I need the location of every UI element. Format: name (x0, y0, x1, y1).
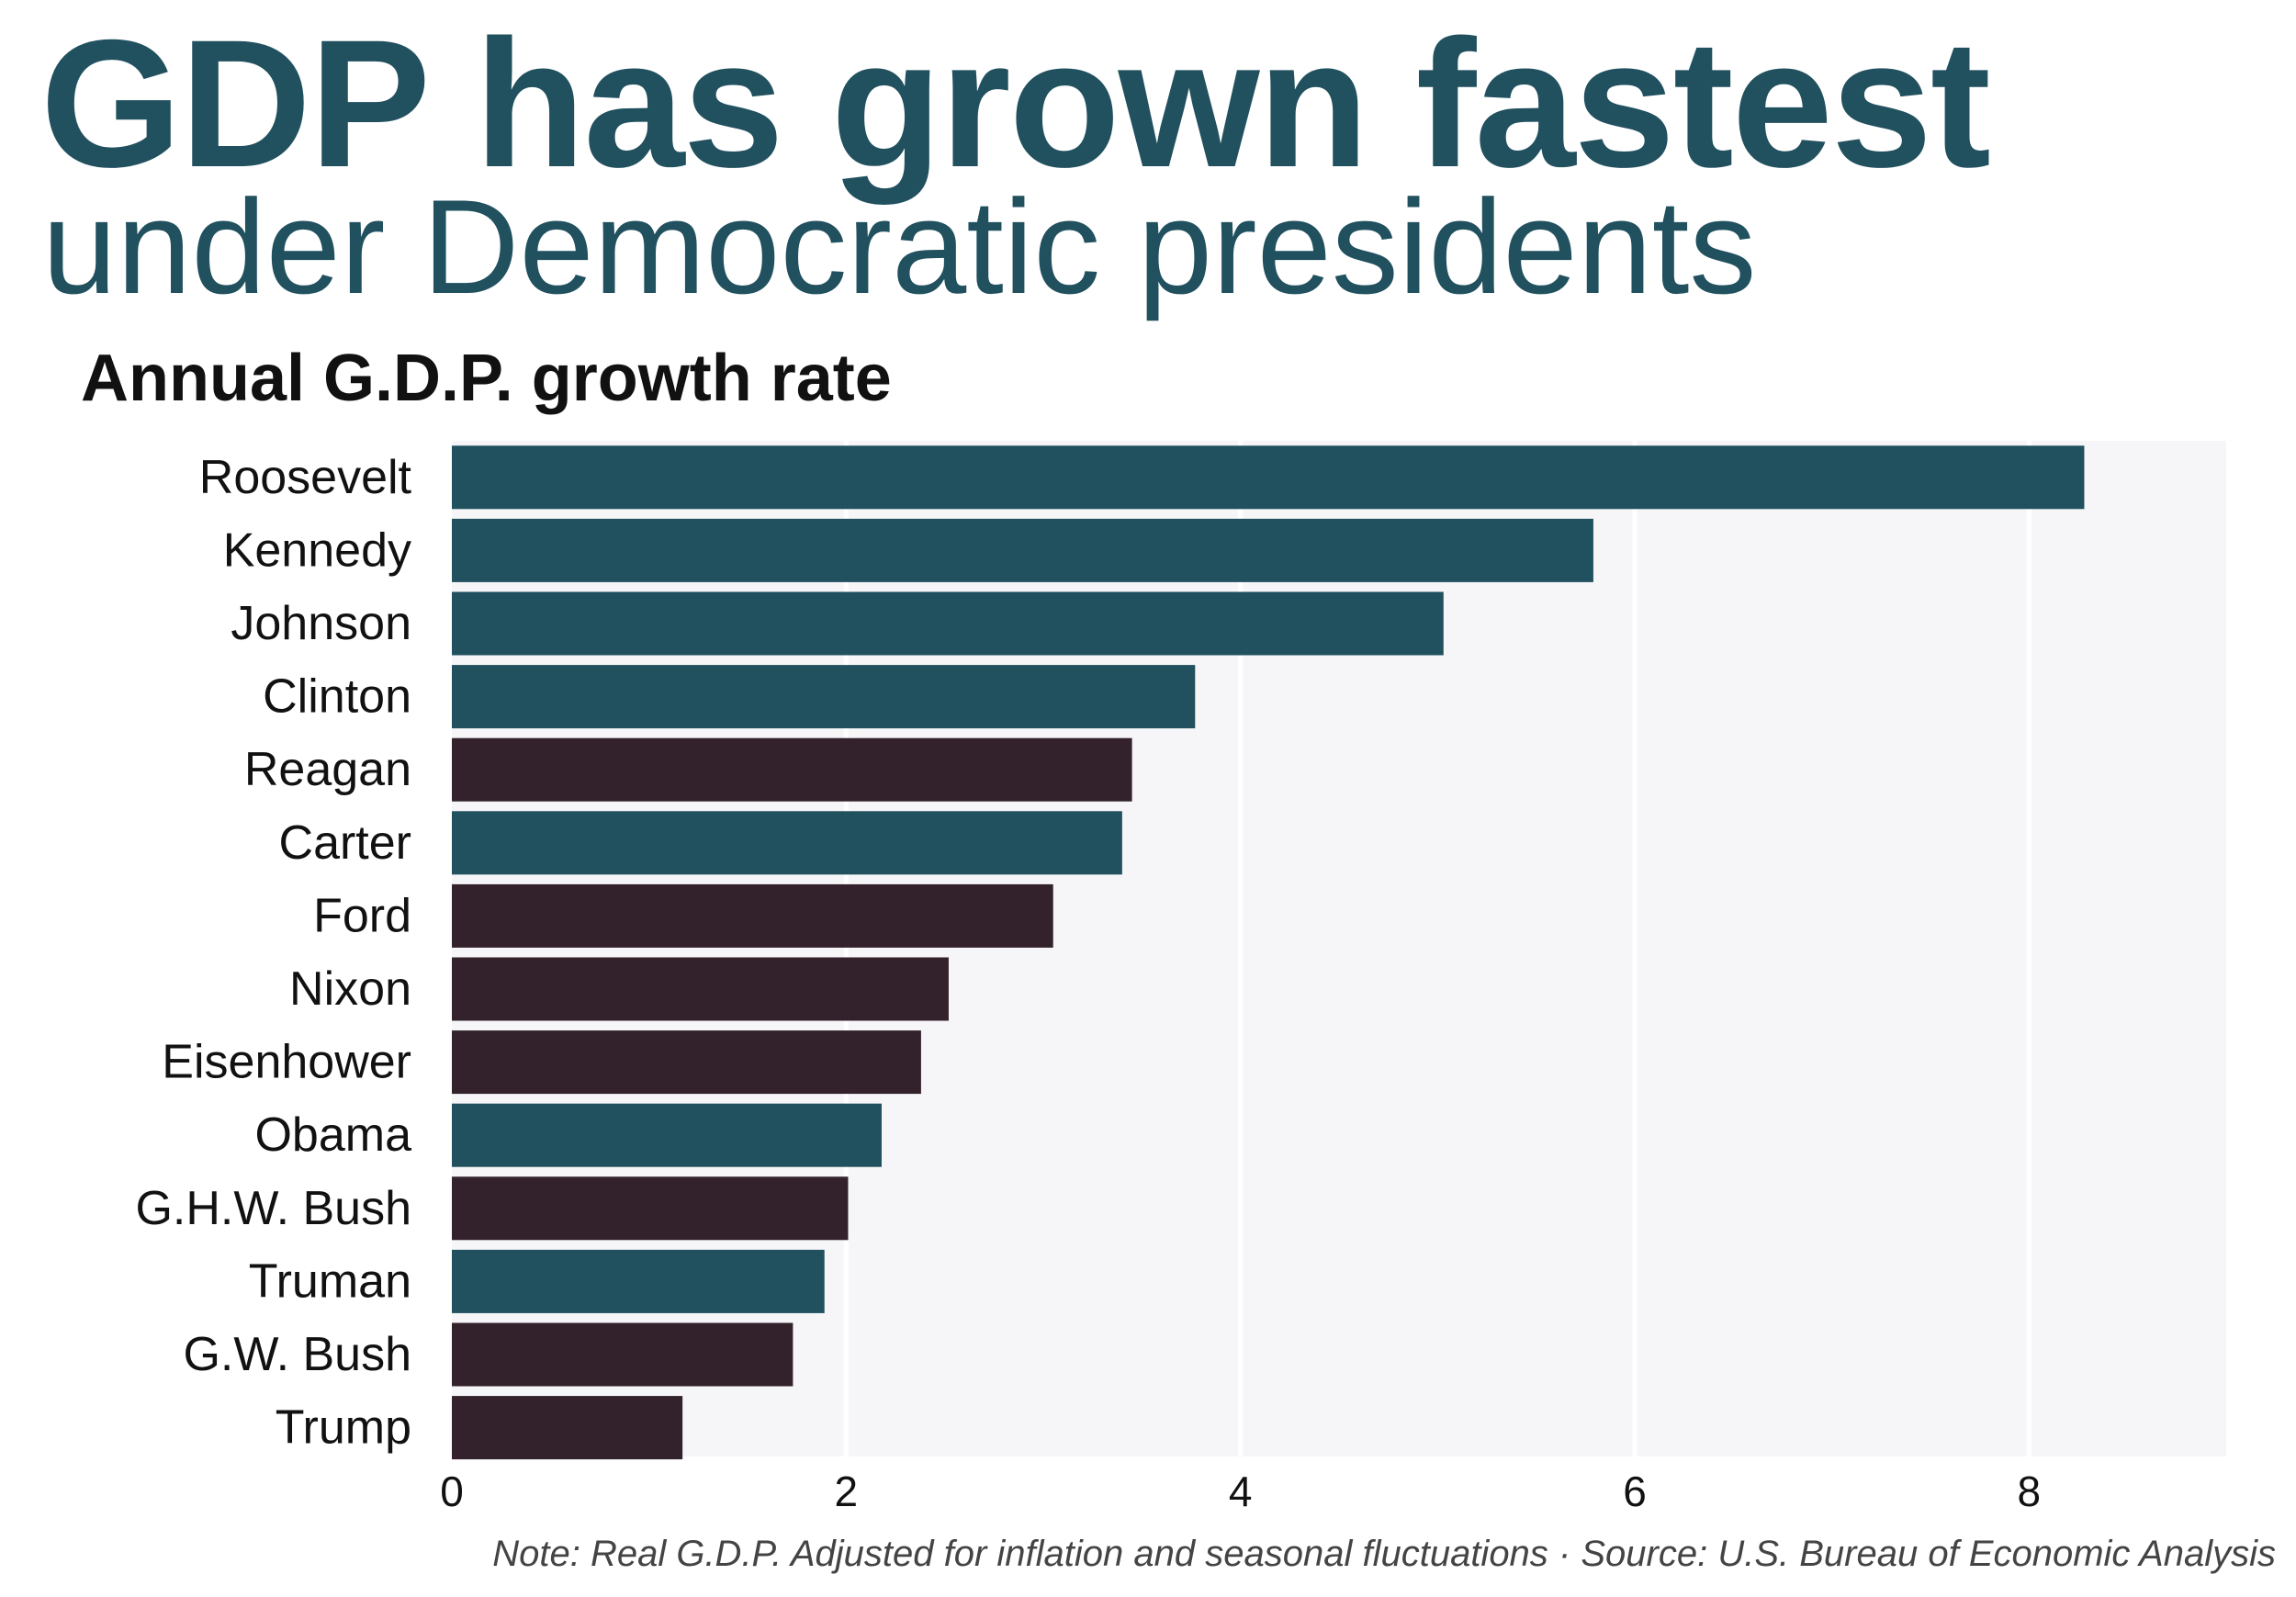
x-tick-label-6: 6 (1623, 1468, 1647, 1515)
x-axis-ticks: 0 2 4 6 8 (440, 1468, 2041, 1515)
bar-johnson (452, 591, 1444, 656)
category-label-carter: Carter (279, 816, 411, 870)
subheadline: under Democratic presidents (42, 172, 1757, 321)
bar-eisenhower (452, 1030, 921, 1095)
category-label-g-w-bush: G.W. Bush (183, 1328, 411, 1381)
category-label-truman: Truman (249, 1254, 411, 1308)
source-note: Note: Real G.D.P. Adjusted for inflation… (492, 1534, 2276, 1574)
category-label-nixon: Nixon (289, 962, 411, 1016)
category-label-g-h-w-bush: G.H.W. Bush (135, 1182, 411, 1235)
category-label-reagan: Reagan (244, 743, 411, 796)
bar-obama (452, 1103, 882, 1167)
chart-title: Annual G.D.P. growth rate (81, 342, 892, 415)
bar-kennedy (452, 518, 1593, 582)
category-label-eisenhower: Eisenhower (162, 1036, 411, 1089)
category-label-johnson: Johnson (231, 597, 411, 650)
x-tick-label-0: 0 (440, 1468, 464, 1515)
x-tick-label-8: 8 (2018, 1468, 2042, 1515)
bar-trump (452, 1396, 683, 1460)
bar-truman (452, 1249, 825, 1313)
category-label-obama: Obama (254, 1108, 411, 1162)
bar-g-h-w-bush (452, 1176, 849, 1241)
headline: GDP has grown fastest (40, 2, 1991, 205)
category-label-roosevelt: Roosevelt (199, 451, 412, 504)
bar-clinton (452, 665, 1196, 729)
category-label-trump: Trump (276, 1401, 411, 1455)
category-labels: Roosevelt Kennedy Johnson Clinton Reagan Cart… (135, 451, 411, 1455)
bars (452, 445, 2085, 1460)
x-tick-label-4: 4 (1229, 1468, 1253, 1515)
category-label-clinton: Clinton (263, 670, 411, 724)
category-label-ford: Ford (313, 889, 411, 942)
bar-g-w-bush (452, 1322, 793, 1387)
bar-ford (452, 883, 1053, 948)
x-tick-label-2: 2 (835, 1468, 859, 1515)
bar-reagan (452, 737, 1132, 802)
bar-nixon (452, 957, 949, 1021)
bar-carter (452, 811, 1122, 875)
bar-roosevelt (452, 445, 2085, 510)
category-label-kennedy: Kennedy (223, 523, 411, 577)
